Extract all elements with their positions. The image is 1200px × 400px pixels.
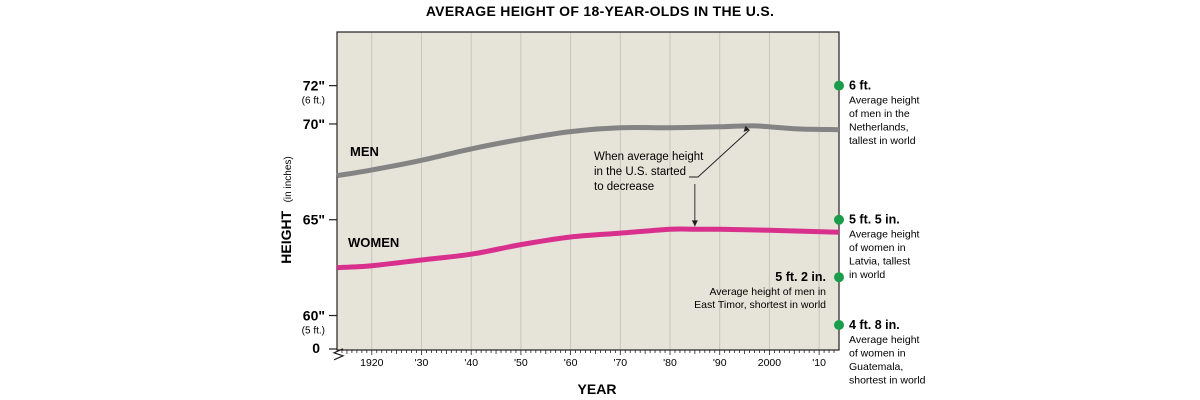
reference-description: Average height: [849, 229, 920, 241]
y-axis-ticks: 72" (6 ft.) 70" 65" 60" (5 ft.): [302, 78, 337, 337]
reference-description: Average height of men in: [709, 286, 826, 298]
reference-description: Average height: [849, 95, 920, 107]
y-zero-label: 0: [312, 340, 320, 356]
svg-text:HEIGHT (in inches): HEIGHT (in inches): [278, 156, 295, 263]
plot-area: [337, 32, 839, 350]
chart-title: AVERAGE HEIGHT OF 18-YEAR-OLDS IN THE U.…: [426, 3, 774, 19]
x-axis-ticks: 1920 '30 '40 '50 '60 '70 '80 '90 2000 '10: [341, 350, 835, 369]
series-label-men: MEN: [350, 144, 379, 159]
grid-lines: [371, 32, 820, 350]
annotation-line: in the U.S. started: [594, 166, 686, 178]
arrowhead: [691, 220, 698, 227]
reference-dot: [834, 320, 844, 330]
reference-description: Average height: [849, 334, 920, 346]
reference-description: Netherlands,: [849, 122, 909, 134]
x-axis-title: YEAR: [578, 381, 617, 397]
axis-break-mark: [332, 348, 345, 361]
series-lines: [336, 123, 840, 271]
reference-heading: 4 ft. 8 in.: [849, 318, 900, 332]
reference-heading: 5 ft. 5 in.: [849, 213, 900, 227]
y-axis-title: HEIGHT: [278, 210, 294, 263]
reference-description: of women in: [849, 242, 906, 254]
y-tick-label: 72": [303, 78, 325, 94]
x-tick-label: 2000: [758, 357, 782, 369]
series-line-men: [336, 123, 840, 179]
annotation: When average height in the U.S. started to…: [594, 125, 750, 227]
series-label-women: WOMEN: [348, 235, 399, 250]
reference-description: East Timor, shortest in world: [694, 299, 826, 311]
reference-description: of men in the: [849, 108, 910, 120]
y-tick-label: 65": [303, 212, 325, 228]
y-axis-unit: (in inches): [283, 156, 294, 202]
x-tick-label: '10: [812, 357, 826, 369]
reference-heading: 5 ft. 2 in.: [775, 270, 826, 284]
x-tick-label: '60: [564, 357, 578, 369]
reference-description: shortest in world: [849, 375, 926, 387]
annotation-line: to decrease: [594, 181, 654, 193]
annotation-arrow-men: [689, 129, 750, 178]
reference-description: of women in: [849, 348, 906, 360]
annotation-line: When average height: [594, 151, 704, 163]
reference-dot: [834, 272, 844, 283]
y-tick-sublabel: (5 ft.): [302, 326, 325, 337]
x-tick-label: '70: [613, 357, 627, 369]
arrowhead: [743, 125, 750, 132]
x-tick-label: '50: [514, 357, 528, 369]
y-axis-title-group: HEIGHT (in inches): [278, 156, 295, 263]
x-tick-label: '90: [713, 357, 727, 369]
reference-description: Guatemala,: [849, 361, 903, 373]
plot-frame: [336, 31, 840, 351]
reference-description: tallest in world: [849, 135, 916, 147]
x-tick-label: 1920: [360, 357, 384, 369]
series-labels: MEN WOMEN: [348, 144, 399, 250]
reference-dot: [834, 214, 844, 225]
reference-heading: 6 ft.: [849, 79, 871, 93]
reference-description: in world: [849, 269, 885, 281]
x-tick-label: '30: [415, 357, 429, 369]
axes: 0: [312, 31, 840, 361]
x-tick-label: '40: [464, 357, 478, 369]
y-tick-sublabel: (6 ft.): [302, 96, 325, 107]
x-tick-label: '80: [663, 357, 677, 369]
reference-description: Latvia, tallest: [849, 256, 910, 268]
reference-dot: [834, 80, 844, 91]
y-tick-label: 70": [303, 116, 325, 132]
y-tick-label: 60": [303, 308, 325, 324]
series-line-women: [336, 226, 840, 271]
